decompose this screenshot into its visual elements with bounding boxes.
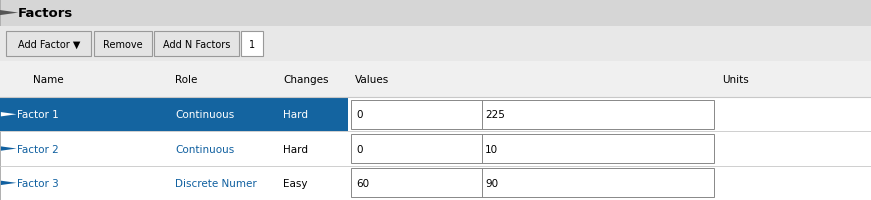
FancyBboxPatch shape (94, 32, 152, 57)
Polygon shape (1, 181, 17, 185)
Text: Hard: Hard (283, 144, 308, 154)
Text: 0: 0 (356, 144, 362, 154)
Text: Add N Factors: Add N Factors (163, 40, 230, 49)
FancyBboxPatch shape (0, 62, 871, 200)
FancyBboxPatch shape (6, 32, 91, 57)
Text: 60: 60 (356, 178, 369, 188)
FancyBboxPatch shape (351, 169, 714, 197)
FancyBboxPatch shape (351, 100, 714, 129)
Polygon shape (1, 147, 17, 151)
Polygon shape (0, 11, 18, 16)
Text: Factors: Factors (17, 7, 72, 20)
FancyBboxPatch shape (0, 62, 871, 98)
FancyBboxPatch shape (0, 98, 348, 132)
Text: Factor 3: Factor 3 (17, 178, 59, 188)
FancyBboxPatch shape (241, 32, 263, 57)
Text: 225: 225 (485, 110, 505, 120)
FancyBboxPatch shape (351, 134, 714, 163)
Text: Hard: Hard (283, 110, 308, 120)
Text: Role: Role (175, 75, 198, 85)
FancyBboxPatch shape (0, 27, 871, 62)
Text: Add Factor ▼: Add Factor ▼ (17, 40, 80, 49)
Text: Continuous: Continuous (175, 144, 234, 154)
Text: Easy: Easy (283, 178, 307, 188)
Text: 1: 1 (249, 40, 255, 49)
Text: Changes: Changes (283, 75, 328, 85)
Text: 10: 10 (485, 144, 498, 154)
FancyBboxPatch shape (154, 32, 239, 57)
Text: Units: Units (723, 75, 749, 85)
FancyBboxPatch shape (0, 0, 871, 27)
Text: Factor 1: Factor 1 (17, 110, 59, 120)
Text: Values: Values (355, 75, 389, 85)
Text: Name: Name (33, 75, 64, 85)
Text: 90: 90 (485, 178, 498, 188)
Text: Discrete Numer: Discrete Numer (175, 178, 257, 188)
Text: Remove: Remove (103, 40, 143, 49)
Text: Factor 2: Factor 2 (17, 144, 59, 154)
Polygon shape (1, 113, 17, 117)
Text: Continuous: Continuous (175, 110, 234, 120)
Text: 0: 0 (356, 110, 362, 120)
